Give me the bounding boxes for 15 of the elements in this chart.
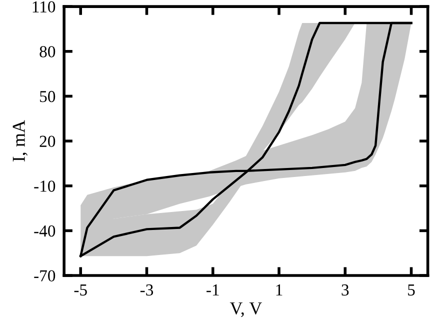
x-tick-label: -1	[206, 284, 219, 296]
y-tick-label: 80	[40, 46, 56, 58]
y-tick-label: -10	[34, 180, 56, 192]
y-tick-label: 20	[40, 136, 56, 147]
x-tick-label: -5	[74, 284, 87, 296]
x-tick-label: -3	[140, 284, 154, 296]
y-tick-label: 50	[40, 90, 56, 102]
x-axis-title: V, V	[230, 302, 262, 318]
x-tick-label: 1	[276, 284, 282, 296]
x-tick-label: 3	[342, 284, 349, 296]
y-tick-label: -70	[34, 270, 56, 282]
y-tick-label: -40	[34, 225, 56, 237]
x-tick-label: 5	[408, 284, 415, 296]
y-tick-label: 110	[32, 1, 56, 13]
y-axis-title: I, mA	[12, 120, 28, 162]
